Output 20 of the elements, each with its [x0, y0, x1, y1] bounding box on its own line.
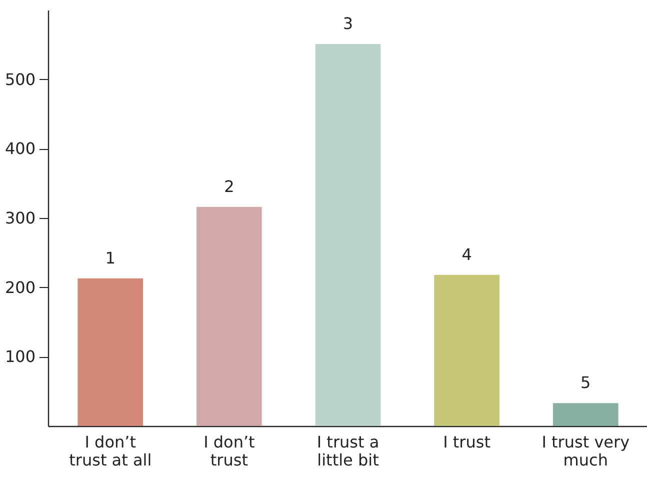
y-tick-label: 500: [4, 70, 36, 89]
annotation: 4: [462, 244, 472, 264]
x-tick-label: I don’t trust at all: [69, 432, 152, 470]
y-tick-label: 200: [4, 278, 36, 297]
annotation: 3: [342, 14, 354, 33]
bar: [315, 44, 381, 426]
y-tick-label: 300: [4, 208, 36, 228]
bar: [552, 403, 618, 426]
annotation: 1: [105, 248, 116, 268]
bar: [196, 206, 262, 426]
bar: [78, 278, 144, 426]
annotation: 2: [224, 176, 234, 196]
annotation: 5: [580, 373, 591, 392]
x-tick-label: I trust very much: [542, 432, 630, 470]
x-tick-label: I trust a little bit: [316, 432, 380, 470]
y-tick-label: 400: [4, 139, 36, 158]
x-tick-label: I trust: [443, 432, 491, 452]
bar: [434, 274, 500, 426]
y-tick-label: 100: [4, 347, 36, 366]
x-tick-label: I don’t trust: [204, 432, 255, 470]
